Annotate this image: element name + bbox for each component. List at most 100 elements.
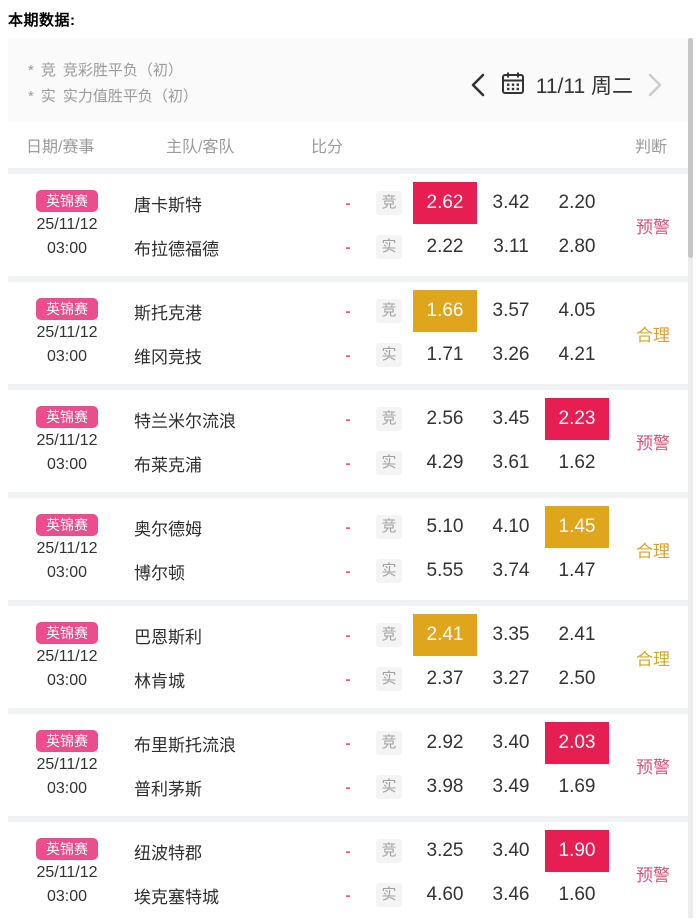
odds-cell-jing: 2.23 bbox=[545, 398, 609, 440]
home-line: 奥尔德姆 - 竞 5.10 4.10 1.45 bbox=[126, 506, 613, 548]
odds-cell-jing: 2.92 bbox=[426, 732, 464, 753]
home-score-dash: - bbox=[345, 302, 351, 320]
match-table: 日期/赛事 主队/客队 比分 判断 英锦赛 25/11/12 03:00 唐卡斯… bbox=[8, 122, 693, 918]
league-badge: 英锦赛 bbox=[36, 298, 98, 320]
odds-cell-jing: 2.62 bbox=[413, 182, 477, 224]
match-row[interactable]: 英锦赛 25/11/12 03:00 纽波特郡 - 竞 3.25 3.40 1.… bbox=[8, 822, 693, 918]
home-line: 巴恩斯利 - 竞 2.41 3.35 2.41 bbox=[126, 614, 613, 656]
odds-cell-jing: 2.41 bbox=[558, 624, 596, 645]
current-date-label[interactable]: 11/11 周二 bbox=[535, 75, 633, 98]
odds-cell-shi: 2.50 bbox=[558, 668, 596, 689]
home-team-name: 奥尔德姆 bbox=[134, 519, 202, 539]
header-date-league: 日期/赛事 bbox=[26, 139, 95, 156]
match-date: 25/11/12 bbox=[36, 324, 98, 341]
scrollbar-thumb[interactable] bbox=[688, 38, 693, 258]
match-row[interactable]: 英锦赛 25/11/12 03:00 特兰米尔流浪 - 竞 2.56 3.45 … bbox=[8, 390, 693, 492]
jing-tag: 竞 bbox=[376, 731, 402, 755]
odds-cell-shi: 3.74 bbox=[492, 560, 530, 581]
next-day-button[interactable] bbox=[643, 69, 667, 101]
home-line: 纽波特郡 - 竞 3.25 3.40 1.90 bbox=[126, 830, 613, 872]
match-time: 03:00 bbox=[46, 564, 88, 581]
league-date-column: 英锦赛 25/11/12 03:00 bbox=[8, 398, 126, 484]
home-team-name: 特兰米尔流浪 bbox=[134, 411, 236, 431]
page-title: 本期数据: bbox=[8, 12, 76, 29]
verdict-column: 合理 bbox=[613, 506, 693, 592]
odds-cell-shi: 3.98 bbox=[426, 776, 464, 797]
odds-cell-shi: 4.29 bbox=[426, 452, 464, 473]
odds-cell-jing: 3.45 bbox=[492, 408, 530, 429]
match-row[interactable]: 英锦赛 25/11/12 03:00 巴恩斯利 - 竞 2.41 3.35 2.… bbox=[8, 606, 693, 708]
odds-cell-shi: 3.26 bbox=[492, 344, 530, 365]
home-score-dash: - bbox=[345, 842, 351, 860]
table-header-row: 日期/赛事 主队/客队 比分 判断 bbox=[8, 122, 693, 168]
date-navigator: 11/11 周二 bbox=[466, 69, 667, 101]
odds-cell-jing: 2.56 bbox=[426, 408, 464, 429]
match-date: 25/11/12 bbox=[36, 432, 98, 449]
match-time: 03:00 bbox=[46, 888, 88, 905]
odds-column: 特兰米尔流浪 - 竞 2.56 3.45 2.23 布莱克浦 - 实 4.29 … bbox=[126, 398, 613, 484]
odds-cell-shi: 3.61 bbox=[492, 452, 530, 473]
calendar-icon[interactable] bbox=[500, 70, 526, 101]
jing-tag: 竞 bbox=[376, 623, 402, 647]
away-score-dash: - bbox=[345, 778, 351, 796]
match-time: 03:00 bbox=[46, 456, 88, 473]
away-team-name: 布莱克浦 bbox=[134, 455, 202, 475]
odds-cell-shi: 4.21 bbox=[558, 344, 596, 365]
away-line: 林肯城 - 实 2.37 3.27 2.50 bbox=[126, 658, 613, 700]
home-team-name: 布里斯托流浪 bbox=[134, 735, 236, 755]
match-time: 03:00 bbox=[46, 240, 88, 257]
verdict-label: 合理 bbox=[636, 649, 670, 669]
league-date-column: 英锦赛 25/11/12 03:00 bbox=[8, 722, 126, 808]
away-team-name: 林肯城 bbox=[134, 671, 185, 691]
match-row[interactable]: 英锦赛 25/11/12 03:00 布里斯托流浪 - 竞 2.92 3.40 … bbox=[8, 714, 693, 816]
odds-column: 唐卡斯特 - 竞 2.62 3.42 2.20 布拉德福德 - 实 2.22 3… bbox=[126, 182, 613, 268]
chevron-right-icon bbox=[648, 73, 662, 97]
away-score-dash: - bbox=[345, 670, 351, 688]
odds-column: 纽波特郡 - 竞 3.25 3.40 1.90 埃克塞特城 - 实 4.60 3… bbox=[126, 830, 613, 916]
match-row[interactable]: 英锦赛 25/11/12 03:00 唐卡斯特 - 竞 2.62 3.42 2.… bbox=[8, 174, 693, 276]
scrollbar-track[interactable] bbox=[688, 38, 693, 918]
odds-cell-jing: 2.03 bbox=[545, 722, 609, 764]
shi-tag: 实 bbox=[376, 559, 402, 583]
match-time: 03:00 bbox=[46, 780, 88, 797]
match-row[interactable]: 英锦赛 25/11/12 03:00 奥尔德姆 - 竞 5.10 4.10 1.… bbox=[8, 498, 693, 600]
away-team-name: 维冈竞技 bbox=[134, 347, 202, 367]
match-date: 25/11/12 bbox=[36, 648, 98, 665]
match-date: 25/11/12 bbox=[36, 864, 98, 881]
odds-column: 巴恩斯利 - 竞 2.41 3.35 2.41 林肯城 - 实 2.37 3.2… bbox=[126, 614, 613, 700]
away-line: 博尔顿 - 实 5.55 3.74 1.47 bbox=[126, 550, 613, 592]
away-team-name: 博尔顿 bbox=[134, 563, 185, 583]
home-team-name: 斯托克港 bbox=[134, 303, 202, 323]
odds-column: 奥尔德姆 - 竞 5.10 4.10 1.45 博尔顿 - 实 5.55 3.7… bbox=[126, 506, 613, 592]
shi-tag: 实 bbox=[376, 343, 402, 367]
away-score-dash: - bbox=[345, 454, 351, 472]
odds-cell-jing: 3.40 bbox=[492, 732, 530, 753]
legend-marker: * bbox=[28, 62, 34, 79]
league-badge: 英锦赛 bbox=[36, 514, 98, 536]
odds-column: 布里斯托流浪 - 竞 2.92 3.40 2.03 普利茅斯 - 实 3.98 … bbox=[126, 722, 613, 808]
chevron-left-icon bbox=[471, 73, 485, 97]
odds-cell-shi: 1.71 bbox=[426, 344, 464, 365]
legend-marker: * bbox=[28, 88, 34, 105]
odds-cell-shi: 3.11 bbox=[493, 236, 529, 257]
odds-cell-jing: 5.10 bbox=[426, 516, 464, 537]
prev-day-button[interactable] bbox=[466, 69, 490, 101]
shi-tag: 实 bbox=[376, 667, 402, 691]
odds-cell-shi: 2.80 bbox=[558, 236, 596, 257]
match-time: 03:00 bbox=[46, 348, 88, 365]
odds-cell-jing: 3.35 bbox=[492, 624, 530, 645]
home-score-dash: - bbox=[345, 626, 351, 644]
match-date: 25/11/12 bbox=[36, 756, 98, 773]
verdict-label: 预警 bbox=[636, 217, 670, 237]
jing-tag: 竞 bbox=[376, 299, 402, 323]
away-team-name: 埃克塞特城 bbox=[134, 887, 219, 907]
home-score-dash: - bbox=[345, 194, 351, 212]
home-line: 特兰米尔流浪 - 竞 2.56 3.45 2.23 bbox=[126, 398, 613, 440]
match-row[interactable]: 英锦赛 25/11/12 03:00 斯托克港 - 竞 1.66 3.57 4.… bbox=[8, 282, 693, 384]
home-score-dash: - bbox=[345, 734, 351, 752]
odds-legend: * 竞 竞彩胜平负（初） * 实 实力值胜平负（初） bbox=[28, 58, 198, 110]
away-line: 布拉德福德 - 实 2.22 3.11 2.80 bbox=[126, 226, 613, 268]
legend-tag-jing: 竞 bbox=[40, 62, 56, 79]
league-badge: 英锦赛 bbox=[36, 838, 98, 860]
odds-cell-shi: 3.46 bbox=[492, 884, 530, 905]
